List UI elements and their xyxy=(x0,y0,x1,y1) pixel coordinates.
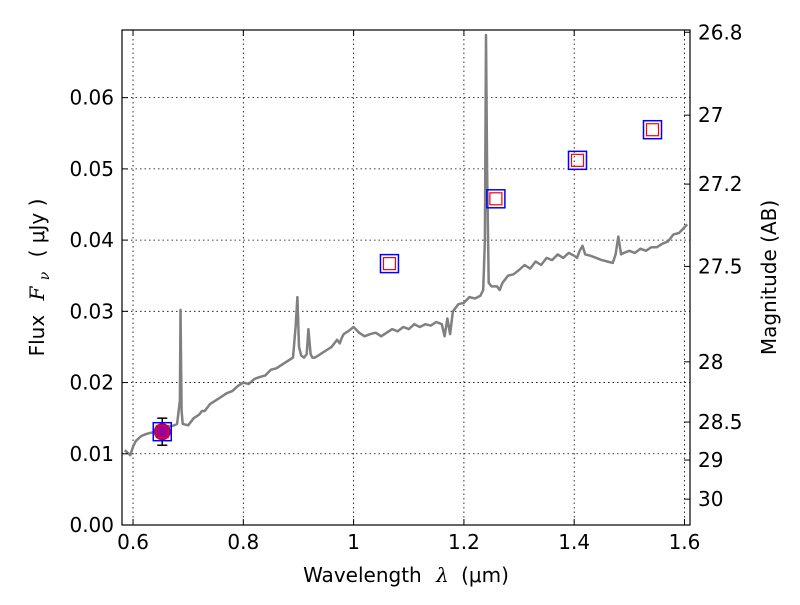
model-flux-square-red xyxy=(382,257,397,271)
tick-marks xyxy=(122,30,690,526)
grid xyxy=(122,30,690,526)
x-axis-title-unit: (μm) xyxy=(461,563,509,587)
y2-tick-label: 28 xyxy=(698,350,723,374)
y-tick-label: 0.06 xyxy=(69,86,114,110)
x-axis-title-text: Wavelength xyxy=(303,563,422,587)
spectrum-line xyxy=(123,33,689,457)
y2-tick-label: 26.8 xyxy=(698,20,743,44)
plot-frame xyxy=(121,29,691,526)
y-tick-label: 0.02 xyxy=(69,371,114,395)
y2-tick-label: 30 xyxy=(698,487,723,511)
y-axis-title-unit: ( μJy ) xyxy=(25,199,49,258)
series-layer xyxy=(123,33,689,457)
model-flux-square-red xyxy=(489,192,503,206)
model-flux-square-blue xyxy=(379,253,400,274)
x-tick-label: 0.8 xyxy=(227,530,259,554)
plot-border xyxy=(121,29,691,526)
y-tick-label: 0.01 xyxy=(69,442,114,466)
x-axis-title-symbol: λ xyxy=(435,563,449,587)
y2-tick-label: 29 xyxy=(698,448,723,472)
y-axis-title-text: Flux xyxy=(25,315,49,357)
x-tick-label: 1 xyxy=(347,530,360,554)
x-tick-label: 1.2 xyxy=(448,530,480,554)
x-tick-label: 1.6 xyxy=(669,530,701,554)
x-axis-title: Wavelength λ (μm) xyxy=(303,563,509,587)
y-tick-label: 0.05 xyxy=(69,157,114,181)
y-axis-title-symbol: F xyxy=(25,285,49,301)
model-flux-square-red xyxy=(155,425,169,439)
model-flux-square-blue xyxy=(567,150,588,171)
y-tick-label: 0.00 xyxy=(69,513,114,537)
y-tick-label: 0.03 xyxy=(69,299,114,323)
y-axis-title-subscript: ν xyxy=(37,271,53,280)
model-flux-square-red xyxy=(645,123,660,137)
y2-axis-title: Magnitude (AB) xyxy=(757,200,781,355)
model-flux-square-blue xyxy=(642,119,663,140)
y-axis-title: Flux F ν ( μJy ) xyxy=(25,199,54,357)
x-tick-label: 0.6 xyxy=(117,530,149,554)
model-flux-square-blue xyxy=(486,189,506,209)
tick-labels: 0.6 0.8 1 1.2 1.4 1.6 0.00 0.01 0.02 0.03 0.04 0.05… xyxy=(69,20,742,554)
y2-tick-label: 28.5 xyxy=(698,410,743,434)
model-flux-square-blue xyxy=(152,421,173,442)
y2-tick-label: 27.5 xyxy=(698,254,743,278)
model-flux-square-red xyxy=(570,153,585,167)
y2-tick-label: 27 xyxy=(698,103,723,127)
y2-tick-label: 27.2 xyxy=(698,172,743,196)
photometry-points xyxy=(152,119,663,446)
y-tick-label: 0.04 xyxy=(69,228,114,252)
observed-flux-point xyxy=(153,423,171,441)
x-tick-label: 1.4 xyxy=(558,530,590,554)
